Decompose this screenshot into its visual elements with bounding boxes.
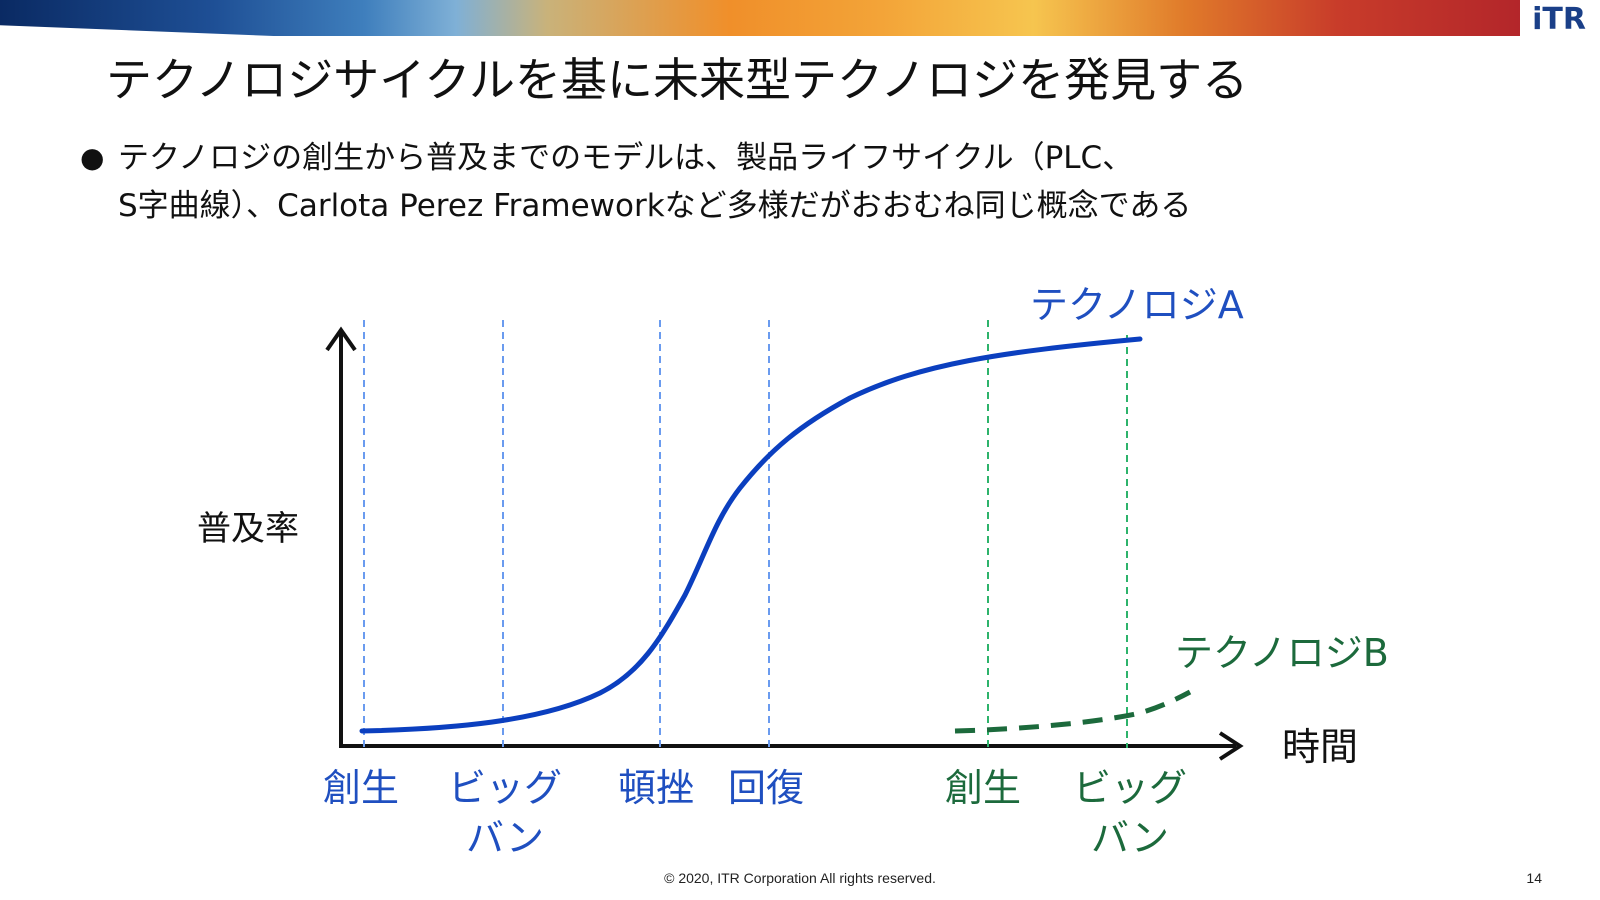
phase-label-bigbang-a-line1: ビッグ — [448, 766, 562, 810]
phase-label-recovery-a: 回復 — [728, 766, 804, 810]
bullet-line-1: テクノロジの創生から普及までのモデルは、製品ライフサイクル（PLC、 — [118, 140, 1134, 176]
bullet-point: ● テクノロジの創生から普及までのモデルは、製品ライフサイクル（PLC、 S字曲… — [80, 134, 1550, 230]
page-number: 14 — [1526, 870, 1542, 886]
bullet-line-2: S字曲線）、Carlota Perez Frameworkなど多様だがおおむね同… — [118, 188, 1192, 224]
copyright-footer: © 2020, ITR Corporation All rights reser… — [664, 870, 936, 886]
itr-logo: iTR — [1532, 2, 1586, 37]
phase-label-bigbang-b-line2: バン — [1091, 816, 1169, 860]
phase-label-bigbang-b-line1: ビッグ — [1073, 766, 1187, 810]
curve-technology-b — [954, 689, 1192, 734]
phase-label-creation-b: 創生 — [945, 766, 1021, 810]
label-technology-a: テクノロジA — [1030, 283, 1244, 327]
header-color-band — [0, 0, 1520, 36]
phase-label-bigbang-a-line2: バン — [466, 816, 544, 860]
label-technology-b: テクノロジB — [1175, 631, 1389, 675]
y-axis-label: 普及率 — [197, 509, 299, 549]
x-axis-label: 時間 — [1282, 725, 1358, 769]
curve-technology-a — [359, 336, 1143, 734]
bullet-dot-icon: ● — [80, 141, 105, 174]
phase-label-creation-a: 創生 — [323, 766, 399, 810]
y-axis-arrow-icon — [325, 326, 357, 352]
phase-label-setback-a: 頓挫 — [618, 766, 694, 810]
x-axis-arrow-icon — [1218, 731, 1244, 761]
slide-title: テクノロジサイクルを基に未来型テクノロジを発見する — [106, 53, 1249, 107]
